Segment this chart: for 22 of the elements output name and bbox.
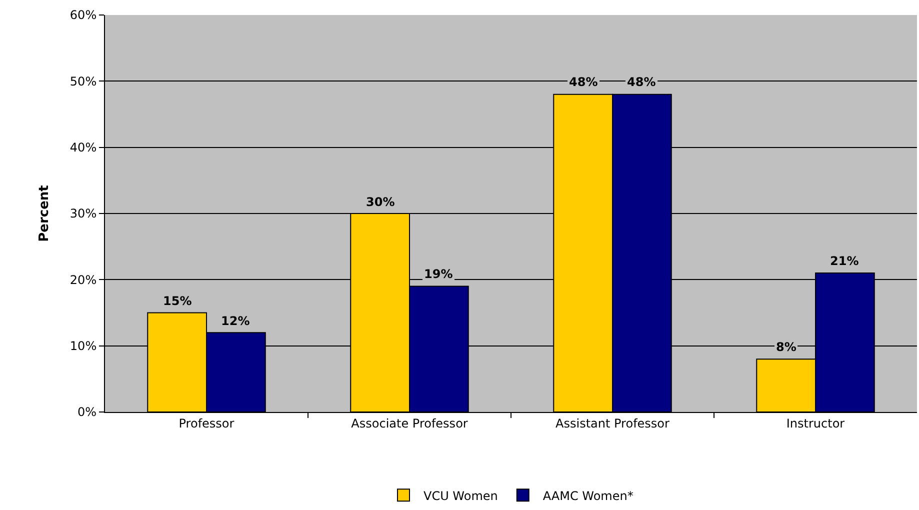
data-label: 48%: [627, 75, 656, 89]
data-label: 8%: [776, 340, 796, 354]
y-tick-label: 10%: [70, 339, 97, 354]
y-tick-label: 30%: [70, 206, 97, 221]
y-tick-label: 50%: [70, 74, 97, 88]
y-tick-label: 0%: [78, 405, 97, 420]
x-tick-label: Assistant Professor: [556, 416, 670, 430]
y-tick-label: 60%: [70, 8, 97, 22]
x-tick-label: Instructor: [786, 416, 845, 430]
data-label: 21%: [830, 254, 859, 268]
data-label: 19%: [424, 267, 453, 281]
y-axis-title: Percent: [36, 185, 52, 242]
data-label: 12%: [221, 314, 250, 328]
legend-label: AAMC Women*: [542, 488, 634, 503]
x-tick-label: Associate Professor: [351, 416, 468, 430]
legend-label: VCU Women: [424, 488, 498, 503]
x-tick-label: Professor: [178, 416, 234, 430]
y-tick-label: 40%: [70, 140, 97, 155]
data-label: 15%: [163, 294, 192, 308]
data-label: 30%: [366, 195, 395, 209]
y-tick-label: 20%: [70, 272, 97, 287]
data-label: 48%: [569, 75, 598, 89]
